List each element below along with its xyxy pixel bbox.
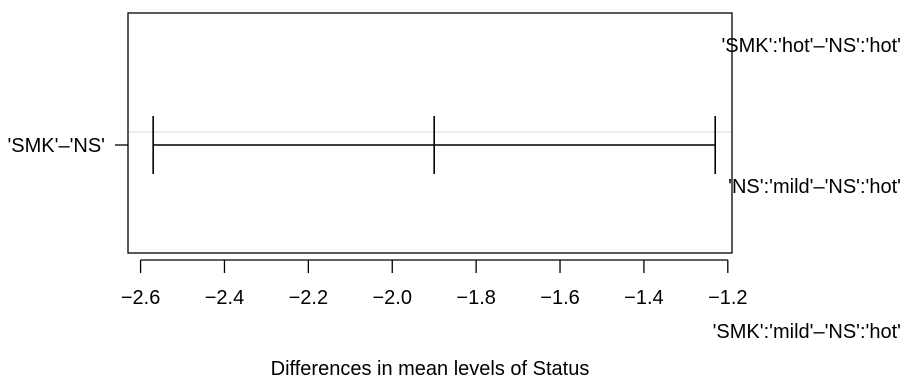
x-tick-label: −1.6 (540, 287, 579, 309)
x-tick-label: −1.2 (708, 287, 747, 309)
overlay-label-1: 'SMK':'hot'–'NS':'hot' (721, 35, 901, 57)
overlay-label-2: 'NS':'mild'–'NS':'hot' (728, 176, 901, 198)
x-tick-label: −2.4 (205, 287, 244, 309)
x-tick-label: −1.4 (624, 287, 663, 309)
y-axis: 'SMK'–'NS' (7, 135, 128, 157)
y-tick-label: 'SMK'–'NS' (7, 135, 105, 157)
x-tick-label: −2.6 (121, 287, 160, 309)
overlay-label-3: 'SMK':'mild'–'NS':'hot' (713, 321, 901, 343)
x-axis: −2.6 −2.4 −2.2 −2.0 −1.8 −1.6 −1.4 −1.2 (121, 259, 748, 309)
plot-box (127, 12, 733, 254)
x-tick-label: −2.2 (289, 287, 328, 309)
x-axis-title: Differences in mean levels of Status (271, 358, 590, 380)
confidence-intervals (152, 116, 717, 174)
x-tick-label: −1.8 (456, 287, 495, 309)
x-tick-label: −2.0 (373, 287, 412, 309)
